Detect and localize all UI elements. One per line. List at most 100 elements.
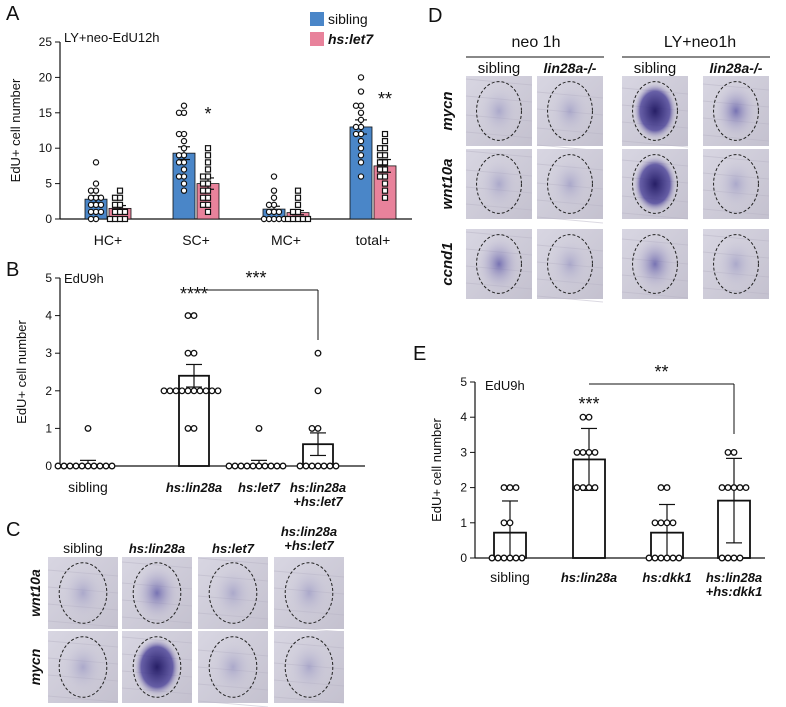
data-point	[357, 116, 365, 124]
data-point	[357, 152, 365, 159]
neuromast-outline	[208, 562, 258, 624]
data-point	[289, 208, 297, 216]
data-point	[111, 215, 119, 223]
panel-letter-e: E	[413, 343, 426, 365]
tissue-texture	[621, 212, 689, 220]
data-point	[87, 208, 95, 216]
panel-letter-c: C	[6, 519, 20, 541]
y-tick-label: 0	[45, 459, 52, 473]
data-point	[231, 462, 239, 470]
data-point	[573, 448, 581, 456]
data-point	[175, 130, 183, 138]
y-tick-label: 0	[460, 551, 467, 565]
data-point	[199, 173, 207, 180]
panel-letter-a: A	[6, 3, 20, 25]
data-point	[663, 519, 671, 527]
chart-e: 0 1 2 3 4 5 EdU+ cell number EdU9h sibling hs:lin…	[429, 362, 765, 599]
tissue-texture	[536, 295, 604, 303]
neuromast-outline	[632, 154, 678, 214]
stain-signal	[633, 236, 677, 292]
data-point	[494, 554, 502, 562]
group-label: LY+neo1h	[664, 34, 736, 51]
data-point	[357, 88, 365, 95]
data-point	[255, 462, 263, 470]
image-tile	[47, 631, 119, 703]
data-point	[730, 484, 738, 492]
stain-signal	[477, 156, 521, 212]
data-point	[585, 484, 593, 492]
data-point	[299, 215, 307, 223]
data-point	[488, 554, 496, 562]
data-point	[260, 215, 268, 223]
data-point	[506, 554, 514, 562]
data-point	[204, 152, 212, 159]
data-point	[204, 159, 212, 166]
neuromast-outline	[713, 81, 759, 141]
data-point	[357, 159, 365, 166]
data-point	[724, 554, 732, 562]
data-point	[190, 424, 198, 432]
tissue-texture	[47, 620, 119, 628]
stain-signal	[633, 83, 677, 139]
image-tile	[121, 631, 193, 703]
data-point	[54, 462, 62, 470]
stain-signal	[477, 83, 521, 139]
data-point	[651, 554, 659, 562]
data-point	[72, 462, 80, 470]
data-point	[308, 424, 316, 432]
image-tile	[621, 229, 689, 299]
data-point	[381, 187, 389, 194]
stain-signal	[60, 638, 106, 696]
stain-signal	[286, 564, 332, 622]
panel-letter-d: D	[428, 5, 442, 27]
data-point	[294, 208, 302, 216]
data-point	[237, 462, 245, 470]
data-point	[204, 180, 212, 187]
row-label: mycn	[27, 649, 43, 686]
tissue-texture	[47, 695, 119, 703]
data-point	[267, 462, 275, 470]
data-point	[500, 519, 508, 527]
data-point	[249, 462, 257, 470]
data-point	[275, 208, 283, 216]
neuromast-outline	[132, 636, 182, 698]
data-point	[204, 173, 212, 180]
y-tick-label: 20	[39, 70, 53, 84]
image-tile	[273, 631, 345, 704]
chart-title: EdU9h	[485, 378, 525, 393]
data-point	[376, 166, 384, 173]
data-point	[376, 159, 384, 166]
neuromast-outline	[208, 636, 258, 698]
data-point	[657, 554, 665, 562]
image-tile	[47, 557, 119, 629]
stain-signal	[286, 638, 332, 696]
image-tile	[702, 76, 770, 146]
neuromast-outline	[547, 81, 593, 141]
image-tile	[465, 149, 533, 219]
data-point	[381, 152, 389, 159]
data-point	[96, 462, 104, 470]
data-point	[87, 187, 95, 194]
data-point	[270, 173, 278, 180]
data-point	[111, 201, 119, 208]
data-point	[111, 208, 119, 216]
data-point	[243, 462, 251, 470]
data-point	[675, 554, 683, 562]
image-tile	[197, 631, 269, 707]
data-point	[121, 215, 129, 223]
data-point	[314, 349, 322, 357]
stain-signal	[548, 83, 592, 139]
y-tick-label: 1	[460, 516, 467, 530]
data-point	[90, 462, 98, 470]
data-point	[585, 413, 593, 421]
data-point	[352, 123, 360, 131]
data-point	[718, 484, 726, 492]
data-point	[160, 387, 168, 395]
data-point	[314, 424, 322, 432]
data-point	[518, 554, 526, 562]
significance-marker: ****	[180, 284, 208, 304]
data-point	[357, 173, 365, 180]
data-point	[730, 448, 738, 456]
data-point	[352, 102, 360, 109]
y-tick-label: 3	[460, 445, 467, 459]
